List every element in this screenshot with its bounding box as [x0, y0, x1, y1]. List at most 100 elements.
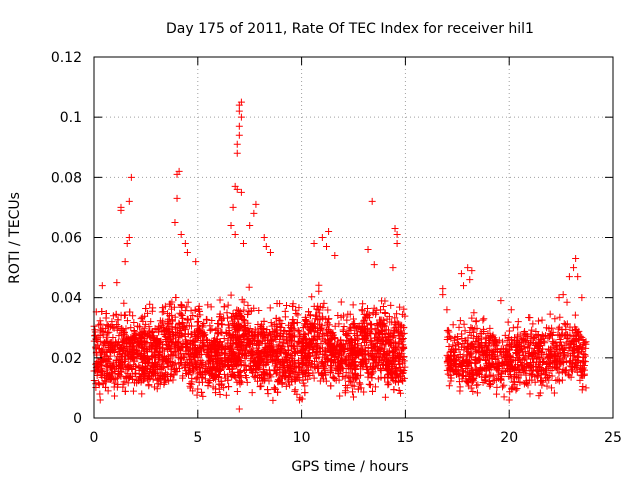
data-points	[90, 98, 590, 413]
data-point	[125, 364, 133, 372]
data-point	[181, 326, 189, 334]
data-point	[493, 390, 501, 398]
data-point	[138, 343, 146, 351]
data-point	[524, 332, 532, 340]
data-point	[245, 328, 253, 336]
x-tick-label: 15	[396, 430, 414, 446]
data-point	[95, 381, 103, 389]
data-point	[175, 353, 183, 361]
data-point	[115, 332, 123, 340]
data-point	[175, 319, 183, 327]
data-point	[322, 326, 330, 334]
data-point	[451, 334, 459, 342]
data-point	[130, 361, 138, 369]
data-point	[117, 372, 125, 380]
data-point	[123, 240, 131, 248]
data-point	[276, 376, 284, 384]
data-point	[504, 318, 512, 326]
data-point	[189, 337, 197, 345]
data-point	[99, 380, 107, 388]
data-point	[362, 339, 370, 347]
data-point	[306, 312, 314, 320]
data-point	[251, 326, 259, 334]
x-tick-label: 0	[90, 430, 99, 446]
data-point	[99, 331, 107, 339]
data-point	[114, 322, 122, 330]
data-point	[258, 328, 266, 336]
data-point	[325, 340, 333, 348]
data-point	[466, 276, 474, 284]
y-tick-label: 0.12	[51, 50, 82, 66]
data-point	[508, 384, 516, 392]
data-point	[319, 314, 327, 322]
data-point	[102, 314, 110, 322]
data-point	[514, 340, 522, 348]
data-point	[162, 326, 170, 334]
data-point	[445, 328, 453, 336]
data-point	[472, 318, 480, 326]
data-point	[244, 301, 252, 309]
data-point	[106, 376, 114, 384]
data-point	[378, 297, 386, 305]
data-point	[246, 221, 254, 229]
data-point	[446, 357, 454, 365]
data-point	[177, 230, 185, 238]
data-point	[484, 360, 492, 368]
x-tick-label: 25	[604, 430, 622, 446]
data-point	[141, 337, 149, 345]
data-point	[205, 341, 213, 349]
data-point	[381, 393, 389, 401]
data-point	[133, 347, 141, 355]
data-point	[98, 364, 106, 372]
data-point	[114, 374, 122, 382]
data-point	[570, 264, 578, 272]
data-point	[108, 321, 116, 329]
data-point	[399, 359, 407, 367]
data-point	[312, 311, 320, 319]
data-point	[468, 314, 476, 322]
data-point	[555, 331, 563, 339]
data-point	[155, 328, 163, 336]
data-point	[145, 356, 153, 364]
data-point	[203, 316, 211, 324]
data-point	[509, 383, 517, 391]
data-point	[319, 304, 327, 312]
data-point	[582, 384, 590, 392]
data-point	[360, 388, 368, 396]
data-point	[215, 380, 223, 388]
data-point	[481, 365, 489, 373]
y-axis-label: ROTI / TECUs	[7, 192, 23, 284]
data-point	[486, 382, 494, 390]
data-point	[347, 361, 355, 369]
data-point	[149, 369, 157, 377]
data-point	[111, 338, 119, 346]
data-point	[123, 363, 131, 371]
data-point	[315, 281, 323, 289]
data-point	[356, 380, 364, 388]
data-point	[191, 306, 199, 314]
data-point	[171, 323, 179, 331]
data-point	[473, 389, 481, 397]
data-point	[135, 377, 143, 385]
data-point	[235, 368, 243, 376]
data-point	[183, 322, 191, 330]
data-point	[323, 355, 331, 363]
data-point	[292, 309, 300, 317]
data-point	[178, 302, 186, 310]
data-point	[449, 321, 457, 329]
data-point	[157, 376, 165, 384]
data-point	[274, 376, 282, 384]
data-point	[101, 372, 109, 380]
data-point	[211, 349, 219, 357]
data-point	[119, 380, 127, 388]
data-point	[543, 324, 551, 332]
data-point	[279, 368, 287, 376]
data-point	[129, 387, 137, 395]
data-point	[383, 315, 391, 323]
data-point	[106, 352, 114, 360]
data-point	[494, 358, 502, 366]
data-point	[485, 372, 493, 380]
data-point	[560, 346, 568, 354]
data-point	[235, 107, 243, 115]
data-point	[555, 357, 563, 365]
